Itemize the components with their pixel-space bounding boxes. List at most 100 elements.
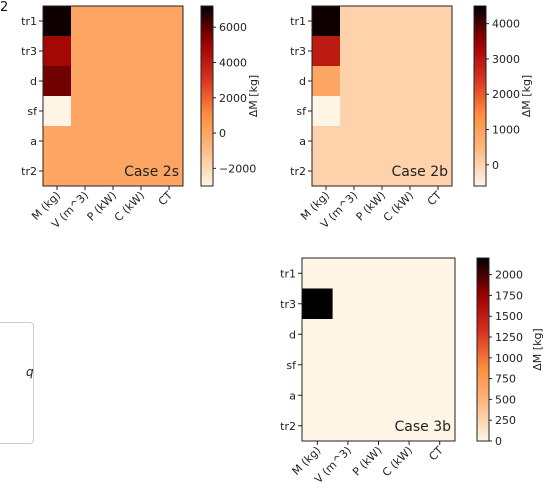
- heatmap-cell: [424, 126, 453, 157]
- heatmap-cell: [363, 288, 395, 320]
- heatmap-cell: [127, 66, 156, 97]
- heatmap-cell: [312, 96, 341, 127]
- heatmap-cell: [368, 96, 397, 127]
- heatmap-cell: [393, 288, 425, 320]
- heatmap-cell: [396, 96, 425, 127]
- heatmap-cell: [127, 96, 156, 127]
- colorbar-tick-label: 0: [492, 159, 499, 172]
- heatmap-cell: [155, 156, 184, 187]
- heatmap-cell: [99, 36, 128, 67]
- heatmap-cell: [424, 288, 456, 320]
- heatmap-cell: [71, 96, 100, 127]
- heatmap-cell: [71, 126, 100, 157]
- heatmap-cell: [424, 349, 456, 381]
- heatmap-cell: [332, 410, 364, 442]
- case-title: Case 3b: [394, 419, 451, 435]
- col-tick-label: CT: [156, 189, 176, 209]
- heatmap-cell: [424, 319, 456, 350]
- colorbar-tick-label: 1000: [495, 352, 523, 365]
- heatmap-cell: [332, 288, 364, 320]
- heatmap-cell: [127, 126, 156, 157]
- heatmap-cell: [71, 66, 100, 97]
- colorbar: [476, 257, 490, 442]
- heatmap-cell: [424, 410, 456, 442]
- heatmap-cell: [424, 66, 453, 97]
- row-tick-label: tr2: [21, 165, 37, 178]
- col-tick-label: C (kW): [380, 444, 415, 479]
- row-tick-label: tr2: [290, 165, 306, 178]
- heatmap-cell: [43, 156, 72, 187]
- heatmap-cell: [424, 6, 453, 37]
- heatmap-cell: [332, 319, 364, 350]
- colorbar-tick-label: 2000: [219, 92, 247, 105]
- heatmap-cell: [302, 410, 334, 442]
- row-tick-label: d: [299, 75, 306, 88]
- legend-box-fragment: [0, 322, 34, 444]
- heatmap-cell: [302, 349, 334, 381]
- heatmap-cell: [71, 6, 100, 37]
- colorbar-tick-label: 750: [495, 373, 516, 386]
- heatmap-cell: [332, 258, 364, 289]
- colorbar: [473, 5, 487, 187]
- heatmap-cell: [424, 156, 453, 187]
- heatmap-cell: [393, 349, 425, 381]
- colorbar-tick-label: 1500: [495, 310, 523, 323]
- row-tick-label: a: [30, 135, 37, 148]
- colorbar-tick-label: 3000: [492, 53, 520, 66]
- col-tick-label: P (kW): [350, 444, 385, 479]
- heatmap-cell: [99, 66, 128, 97]
- heatmap-cell: [363, 410, 395, 442]
- heatmap-cell: [312, 66, 341, 97]
- heatmap-cell: [155, 6, 184, 37]
- row-tick-label: sf: [27, 105, 38, 118]
- heatmap-cell: [99, 126, 128, 157]
- heatmap-cell: [340, 6, 369, 37]
- colorbar: [200, 5, 214, 187]
- heatmap-cell: [71, 36, 100, 67]
- heatmap-cell: [340, 156, 369, 187]
- colorbar-tick-label: 500: [495, 393, 516, 406]
- col-tick-label: CT: [426, 444, 446, 464]
- heatmap-cell: [155, 96, 184, 127]
- heatmap-cell: [363, 349, 395, 381]
- row-tick-label: a: [299, 135, 306, 148]
- colorbar-tick-label: 1000: [492, 124, 520, 137]
- heatmap-cell: [71, 156, 100, 187]
- colorbar-tick-label: 6000: [219, 21, 247, 34]
- heatmap-cell: [43, 96, 72, 127]
- colorbar-tick-label: 2000: [495, 269, 523, 282]
- heatmap-cell: [424, 258, 456, 289]
- row-tick-label: d: [289, 328, 296, 341]
- row-tick-label: sf: [286, 359, 297, 372]
- heatmap-cell: [340, 36, 369, 67]
- case-title: Case 2b: [391, 164, 448, 180]
- colorbar-tick-label: −2000: [219, 162, 256, 175]
- heatmap-cell: [332, 349, 364, 381]
- heatmap-cell: [302, 288, 334, 320]
- heatmap-cell: [368, 156, 397, 187]
- heatmap-cell: [312, 126, 341, 157]
- colorbar-tick-label: 1250: [495, 331, 523, 344]
- heatmap-cell: [393, 380, 425, 411]
- heatmap-cell: [368, 66, 397, 97]
- heatmap-cell: [396, 36, 425, 67]
- heatmap-cell: [424, 96, 453, 127]
- heatmap-cell: [43, 36, 72, 67]
- heatmap-cell: [340, 126, 369, 157]
- heatmap-cell: [393, 258, 425, 289]
- heatmap-cell: [396, 126, 425, 157]
- heatmap-cell: [99, 96, 128, 127]
- heatmap-cell: [396, 156, 425, 187]
- heatmap-cell: [312, 6, 341, 37]
- row-tick-label: tr1: [290, 15, 306, 28]
- heatmap-cell: [340, 66, 369, 97]
- colorbar-tick-label: 0: [495, 435, 502, 448]
- heatmap-cell: [368, 36, 397, 67]
- heatmap-cell: [396, 6, 425, 37]
- col-tick-label: C (kW): [381, 189, 416, 224]
- col-tick-label: C (kW): [112, 189, 147, 224]
- heatmap-cell: [312, 36, 341, 67]
- row-tick-label: d: [30, 75, 37, 88]
